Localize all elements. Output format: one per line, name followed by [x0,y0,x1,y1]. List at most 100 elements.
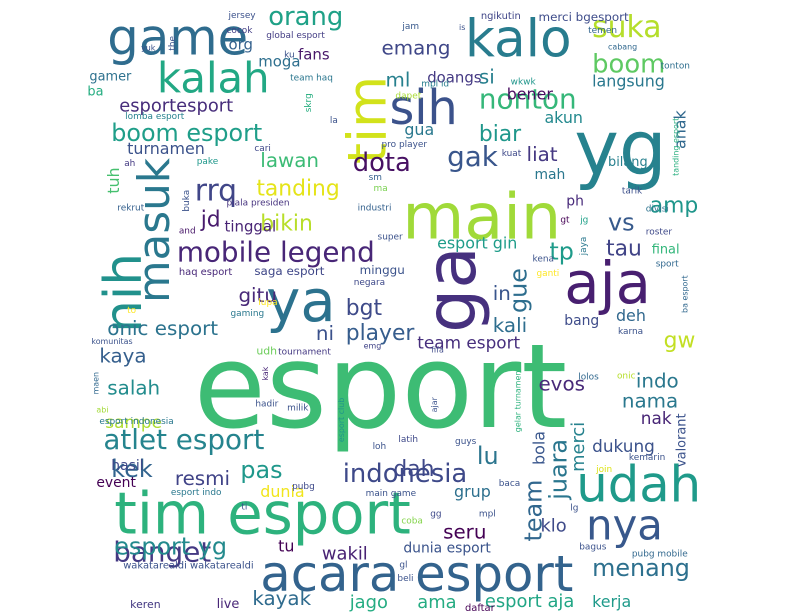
cloud-word: dukung [592,436,655,456]
cloud-word: tp [549,237,573,265]
cloud-word: karna [618,327,643,337]
cloud-word: daftar [465,603,496,614]
cloud-word: ku [284,51,295,61]
cloud-word: cabang [608,43,637,52]
cloud-word: lupa [258,298,277,308]
cloud-word: jago [349,592,388,613]
cloud-word: gak [447,140,499,173]
cloud-word: haq esport [179,267,233,278]
cloud-word: kalo [465,10,572,70]
cloud-word: sih [389,81,457,136]
cloud-word: mpl id [421,79,449,89]
cloud-word: to [127,306,136,316]
cloud-word: merci bgesport [538,10,629,24]
cloud-word: bgt [346,296,383,321]
cloud-word: rekrut [117,204,144,214]
cloud-word: grup [454,482,491,501]
cloud-word: divisi [646,205,669,215]
cloud-word: kali [493,314,527,337]
cloud-word: kalah [157,53,270,102]
cloud-word: si [479,65,495,88]
cloud-word: main game [366,489,417,499]
cloud-word: yuk [141,44,156,53]
cloud-word: piala presiden [227,199,290,209]
cloud-word: atlet esport [103,423,264,456]
cloud-word: tanding esport [672,118,681,176]
cloud-word: juara [544,439,572,501]
cloud-word: gl [399,560,407,570]
cloud-word: global esport [266,31,325,41]
cloud-word: nonton [479,82,577,115]
cloud-word: ma [374,184,388,194]
cloud-word: pubg mobile [632,549,688,559]
cloud-word: main [402,179,561,253]
cloud-word: kuat [502,149,522,159]
cloud-word: cocok [227,26,254,36]
cloud-word: acara esport [260,545,573,603]
cloud-word: indo [636,369,679,392]
cloud-word: esport [194,318,567,455]
cloud-word: boom esport [111,119,262,147]
cloud-word: ti [241,503,247,513]
cloud-word: team haq [290,73,333,83]
cloud-word: game [107,9,248,67]
cloud-word: fifa [431,346,444,355]
cloud-word: esport yg [114,532,227,560]
cloud-word: esport aja [485,591,575,612]
cloud-word: esportesport [119,95,233,116]
cloud-word: menang [592,554,690,582]
cloud-word: hasil [111,458,143,474]
cloud-word: bagus [579,542,606,552]
cloud-word: orang [268,2,343,32]
cloud-word: kaya [99,345,146,368]
cloud-word: buka [182,190,192,212]
cloud-word: sm [369,173,382,183]
cloud-word: doangs [427,68,482,86]
cloud-word: loh [373,442,387,452]
cloud-word: kemarin [629,453,665,463]
cloud-word: merci [568,422,589,472]
cloud-word: tanding [256,177,339,202]
cloud-word: kak [261,366,270,380]
cloud-word: beli [397,574,413,584]
cloud-word: gw [664,329,696,354]
cloud-word: is [459,23,465,32]
cloud-word: bikin [260,212,313,237]
cloud-word: gue [505,268,533,313]
cloud-word: pas [240,456,282,484]
cloud-word: saga esport [254,264,324,278]
cloud-word: pubg [292,482,315,492]
cloud-word: lomba esport [125,112,185,122]
cloud-word: ml [385,68,410,91]
cloud-word: pro player [382,140,428,150]
cloud-word: mpl [479,510,496,520]
cloud-word: esport indonesia [99,417,173,427]
cloud-word: jersey [228,11,257,21]
cloud-word: super [378,232,403,242]
cloud-word: moga [258,53,300,71]
cloud-word: klo [540,516,566,537]
cloud-word: lolos [578,373,599,383]
cloud-word: ba [87,84,103,99]
cloud-word: evos [538,372,584,395]
cloud-word: roster [646,227,673,237]
cloud-word: resmi [175,467,230,490]
cloud-word: cari [254,144,271,154]
cloud-word: dapet [395,91,421,101]
cloud-word: ama [417,592,456,613]
cloud-word: ah [124,159,135,169]
cloud-word: yg [574,104,667,192]
cloud-word: keren [130,598,161,611]
cloud-word: jaya [579,237,589,257]
cloud-word: mobile legend [177,235,375,268]
cloud-word: udah [576,456,701,514]
cloud-word: akun [544,108,583,127]
cloud-word: kerja [592,592,631,611]
cloud-word: gitu [238,284,277,307]
cloud-word: tonton [661,62,690,72]
cloud-word: tim esport [114,481,411,548]
cloud-word: onic [617,372,636,382]
cloud-word: ganti [536,269,559,279]
cloud-word: gua [404,120,434,139]
cloud-word: baca [499,479,521,489]
